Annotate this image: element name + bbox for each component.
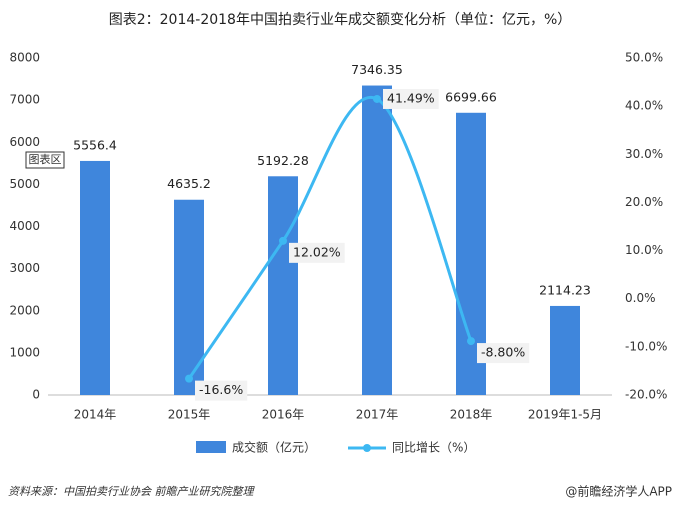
y-tick-label: 8000 (9, 51, 40, 65)
y2-tick-label: -10.0% (625, 339, 667, 353)
growth-value-label: 12.02% (293, 244, 341, 259)
y2-tick-label: 30.0% (625, 147, 663, 161)
label-background (289, 242, 345, 263)
y2-tick-label: 20.0% (625, 195, 663, 209)
bar (362, 85, 392, 395)
bar-value-label: 2114.23 (539, 282, 591, 297)
y-tick-label: 2000 (9, 303, 40, 317)
source: 资料来源：中国拍卖行业协会 前瞻产业研究院整理 (8, 485, 255, 498)
x-tick-label: 2019年1-5月 (528, 408, 602, 422)
growth-point (279, 236, 287, 245)
growth-label-group: 41.49% (383, 88, 439, 109)
x-tick-label: 2015年 (168, 408, 211, 422)
y-tick-label: 5000 (9, 177, 40, 191)
legend-label: 同比增长（%） (392, 441, 475, 455)
label-background (195, 380, 248, 401)
y-tick-label: 1000 (9, 345, 40, 359)
bar (550, 305, 580, 395)
growth-value-label: 41.49% (387, 90, 435, 105)
tooltip: 图表区 (29, 152, 62, 166)
y2-tick-label: -20.0% (625, 388, 667, 402)
y2-tick-label: 0.0% (625, 291, 656, 305)
growth-value-label: -16.6% (199, 382, 243, 397)
growth-point (467, 337, 475, 346)
legend-label: 成交额（亿元） (232, 440, 316, 455)
bar-value-label: 5192.28 (257, 153, 309, 168)
y-tick-label: 7000 (9, 93, 40, 107)
growth-label-group: -8.80% (477, 343, 530, 364)
y-tick-label: 0 (32, 388, 40, 402)
y-tick-label: 3000 (9, 261, 40, 275)
growth-line (187, 95, 473, 380)
bar-value-label: 4635.2 (167, 176, 211, 191)
growth-value-label: -8.80% (481, 345, 525, 360)
x-tick-label: 2018年 (450, 408, 493, 422)
bar-value-label: 6699.66 (445, 89, 497, 104)
growth-label-group: -16.6% (195, 380, 248, 401)
legend-swatch (196, 441, 226, 453)
label-background (477, 343, 530, 364)
brand: @前瞻经济学人APP (565, 484, 672, 499)
chart-title: 图表2：2014-2018年中国拍卖行业年成交额变化分析（单位：亿元，%） (109, 11, 572, 28)
tooltip-box (25, 151, 65, 169)
bar-value-label: 7346.35 (351, 62, 403, 77)
growth-label-group: 12.02% (289, 242, 345, 263)
x-tick-label: 2016年 (262, 408, 305, 422)
y2-tick-label: 40.0% (625, 99, 663, 113)
bar-value-label: 5556.4 (73, 137, 117, 152)
y-tick-label: 4000 (9, 219, 40, 233)
x-tick-label: 2017年 (356, 408, 399, 422)
y2-tick-label: 10.0% (625, 243, 663, 257)
growth-point (185, 374, 193, 383)
legend-marker (363, 444, 371, 452)
y-tick-label: 6000 (9, 135, 40, 149)
growth-point (373, 94, 381, 103)
x-tick-label: 2014年 (74, 408, 117, 422)
label-background (383, 88, 439, 109)
bar (80, 160, 110, 395)
bar (268, 176, 298, 395)
y2-tick-label: 50.0% (625, 51, 663, 65)
